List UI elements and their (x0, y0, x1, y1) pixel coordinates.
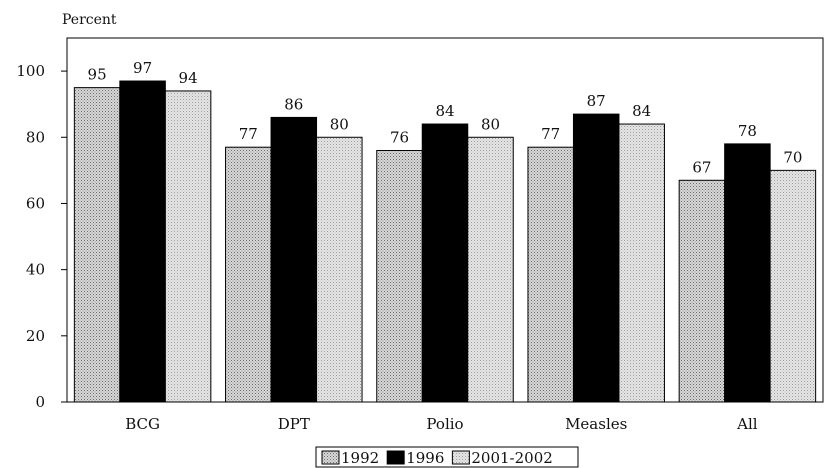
x-category-label: All (736, 415, 758, 433)
y-tick-label: 0 (35, 393, 45, 411)
data-label: 77 (541, 125, 560, 143)
legend-swatch (386, 450, 405, 465)
x-category-label: BCG (125, 415, 160, 433)
bars (73, 80, 817, 403)
x-axis-categories: BCG DPT Polio Measles All (125, 415, 758, 433)
bar (376, 150, 423, 403)
y-tick-label: 40 (26, 261, 45, 279)
legend-label: 2001-2002 (471, 449, 552, 467)
data-label: 95 (88, 66, 107, 84)
x-category-label: DPT (278, 415, 310, 433)
y-axis-ticks: 0 20 40 60 80 100 (16, 62, 67, 411)
data-label: 84 (632, 102, 651, 120)
x-category-label: Polio (426, 415, 463, 433)
data-label: 67 (692, 158, 711, 176)
y-tick-label: 100 (16, 62, 45, 80)
x-category-label: Measles (565, 415, 627, 433)
data-labels: 95 97 94 77 86 80 76 84 80 77 87 84 67 78 70 (88, 59, 803, 176)
legend-label: 1992 (341, 449, 379, 467)
bar (270, 116, 318, 403)
bar (467, 136, 514, 403)
legend-label: 1996 (406, 449, 444, 467)
bar (769, 169, 817, 403)
data-label: 84 (435, 102, 454, 120)
y-tick-label: 20 (26, 327, 45, 345)
data-label: 80 (481, 115, 500, 133)
data-label: 78 (738, 122, 757, 140)
bar (316, 136, 363, 403)
bar (618, 123, 665, 403)
data-label: 87 (587, 92, 606, 110)
bar (73, 87, 121, 403)
legend-swatch (451, 450, 470, 465)
y-tick-label: 60 (26, 194, 45, 212)
bar (572, 113, 620, 403)
bar (678, 179, 726, 403)
bar (225, 146, 272, 403)
data-label: 70 (783, 148, 802, 166)
legend: 1992 1996 2001-2002 (315, 446, 579, 468)
y-axis-label: Percent (62, 12, 117, 28)
data-label: 97 (133, 59, 152, 77)
bar (421, 123, 469, 403)
data-label: 80 (330, 115, 349, 133)
y-tick-label: 80 (26, 128, 45, 146)
data-label: 86 (284, 95, 303, 113)
data-label: 76 (390, 129, 409, 147)
legend-swatch (321, 450, 340, 465)
bar (119, 80, 166, 403)
data-label: 94 (179, 69, 198, 87)
bar (724, 143, 771, 403)
bar (164, 90, 212, 403)
legend-box (315, 446, 579, 468)
data-label: 77 (239, 125, 258, 143)
bar (527, 146, 574, 403)
